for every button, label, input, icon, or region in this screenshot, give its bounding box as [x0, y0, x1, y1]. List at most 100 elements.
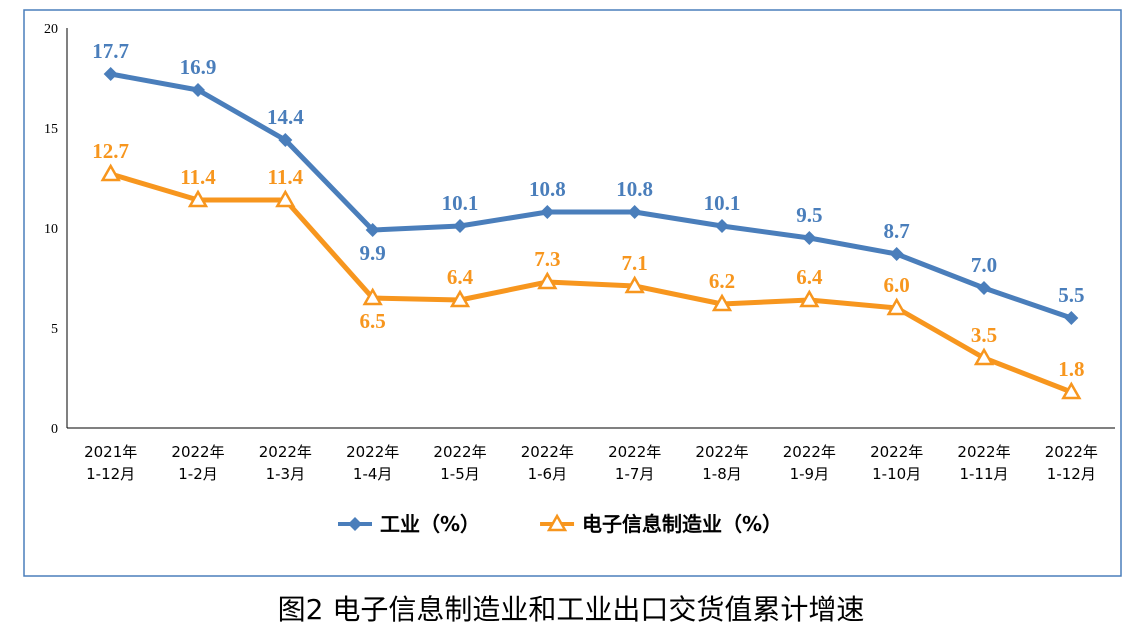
data-point-marker — [977, 281, 991, 295]
data-point-marker — [365, 223, 380, 237]
data-label: 6.5 — [360, 309, 386, 333]
x-tick-label-line: 2022年 — [346, 443, 399, 461]
data-point-marker — [802, 231, 817, 245]
data-label: 11.4 — [180, 165, 216, 189]
data-label: 7.1 — [622, 251, 648, 275]
legend-item: 电子信息制造业（%） — [540, 512, 782, 536]
data-label: 3.5 — [971, 323, 997, 347]
data-point-marker — [278, 133, 293, 147]
data-label: 17.7 — [92, 39, 129, 63]
data-label: 9.5 — [796, 203, 822, 227]
x-tick-label: 2022年 1-4月 — [346, 443, 399, 483]
x-tick-label-line: 2022年 — [171, 443, 224, 461]
series-1: 17.7 16.9 14.4 9.9 10.1 10.8 10.8 10.1 9.5 8.7 7.0… — [92, 39, 1084, 325]
y-tick-label: 0 — [51, 422, 58, 437]
x-tick-label: 2022年 1-7月 — [608, 443, 661, 483]
data-point-marker — [540, 205, 555, 219]
data-point-marker — [453, 219, 467, 233]
data-label: 1.8 — [1058, 357, 1084, 381]
x-tick-label-line: 1-10月 — [872, 465, 921, 483]
x-tick-label-line: 2021年 — [84, 443, 137, 461]
y-tick-label: 5 — [51, 322, 58, 337]
series-2: 12.7 11.4 11.4 6.5 6.4 7.3 7.1 6.2 6.4 6.0 3.5 1.8 — [92, 139, 1084, 400]
x-tick-label-line: 2022年 — [433, 443, 486, 461]
y-tick-label: 10 — [44, 222, 58, 237]
x-tick-label: 2022年 1-5月 — [433, 443, 486, 483]
data-label: 7.0 — [971, 253, 997, 277]
x-tick-label-line: 1-7月 — [615, 465, 655, 483]
data-label: 6.4 — [796, 265, 823, 289]
x-tick-label-line: 2022年 — [608, 443, 661, 461]
series-line — [110, 71, 1073, 321]
x-tick-label-line: 2022年 — [259, 443, 312, 461]
y-tick-label: 20 — [44, 22, 58, 37]
data-point-marker — [1064, 311, 1079, 325]
x-tick-label-line: 2022年 — [870, 443, 923, 461]
data-point-marker — [191, 83, 205, 97]
x-tick-label-line: 2022年 — [695, 443, 748, 461]
chart-caption: 图2 电子信息制造业和工业出口交货值累计增速 — [277, 593, 865, 626]
data-point-marker — [100, 163, 121, 182]
x-tick-label: 2022年 1-3月 — [259, 443, 312, 483]
data-point-marker — [275, 189, 296, 208]
x-tick-label: 2022年 1-9月 — [783, 443, 836, 483]
data-label: 6.0 — [884, 273, 910, 297]
data-label: 6.4 — [447, 265, 474, 289]
data-label: 12.7 — [92, 139, 129, 163]
x-tick-label-line: 1-3月 — [266, 465, 306, 483]
x-tick-label-line: 1-9月 — [790, 465, 830, 483]
data-point-marker — [886, 297, 907, 316]
data-label: 10.1 — [442, 191, 479, 215]
data-label: 10.8 — [529, 177, 566, 201]
data-label: 9.9 — [360, 241, 386, 265]
x-tick-label-line: 2022年 — [1045, 443, 1098, 461]
x-tick-label: 2022年 1-10月 — [870, 443, 923, 483]
x-tick-label: 2022年 1-2月 — [171, 443, 224, 483]
data-point-marker — [711, 293, 733, 312]
y-tick-label: 15 — [44, 122, 58, 137]
x-tick-label-line: 1-8月 — [702, 465, 742, 483]
legend-item: 工业（%） — [338, 512, 480, 536]
chart-border — [23, 9, 1122, 577]
x-tick-label: 2021年 1-12月 — [84, 443, 137, 483]
series-layer: 17.7 16.9 14.4 9.9 10.1 10.8 10.8 10.1 9.5 8.7 7.0… — [92, 39, 1084, 400]
x-tick-label-line: 1-6月 — [528, 465, 568, 483]
series-line — [109, 171, 1073, 395]
data-point-marker — [889, 247, 904, 261]
data-point-marker — [187, 189, 209, 208]
x-tick-label-line: 1-11月 — [959, 465, 1008, 483]
data-label: 14.4 — [267, 105, 304, 129]
data-point-marker — [627, 205, 642, 219]
data-label: 7.3 — [534, 247, 560, 271]
x-tick-label: 2022年 1-12月 — [1045, 443, 1098, 483]
x-tick-label: 2022年 1-8月 — [695, 443, 748, 483]
data-point-marker — [1061, 381, 1082, 400]
x-tick-label: 2022年 1-11月 — [957, 443, 1010, 483]
legend-label: 电子信息制造业（%） — [582, 512, 782, 536]
data-point-marker — [799, 289, 820, 308]
data-point-marker — [362, 287, 383, 306]
x-tick-label-line: 1-4月 — [353, 465, 393, 483]
data-label: 8.7 — [884, 219, 910, 243]
x-tick-label: 2022年 1-6月 — [521, 443, 574, 483]
x-tick-label-line: 1-12月 — [1047, 465, 1096, 483]
x-tick-label-line: 2022年 — [957, 443, 1010, 461]
x-axis-ticks: 2021年1-12月2022年1-2月2022年1-3月2022年1-4月202… — [84, 443, 1098, 483]
data-point-marker — [537, 271, 558, 290]
legend-swatch-marker — [348, 517, 362, 531]
data-label: 16.9 — [180, 55, 217, 79]
legend: 工业（%） 电子信息制造业（%） — [338, 512, 782, 536]
x-tick-label-line: 1-12月 — [86, 465, 135, 483]
data-point-marker — [715, 219, 729, 233]
data-point-marker — [449, 289, 471, 308]
data-label: 11.4 — [268, 165, 304, 189]
x-tick-label-line: 2022年 — [521, 443, 574, 461]
legend-label: 工业（%） — [380, 512, 480, 536]
data-point-marker — [624, 275, 645, 294]
x-tick-label-line: 2022年 — [783, 443, 836, 461]
data-label: 5.5 — [1058, 283, 1084, 307]
x-tick-label-line: 1-2月 — [178, 465, 218, 483]
x-tick-label-line: 1-5月 — [440, 465, 480, 483]
data-label: 10.1 — [704, 191, 741, 215]
data-label: 6.2 — [709, 269, 735, 293]
